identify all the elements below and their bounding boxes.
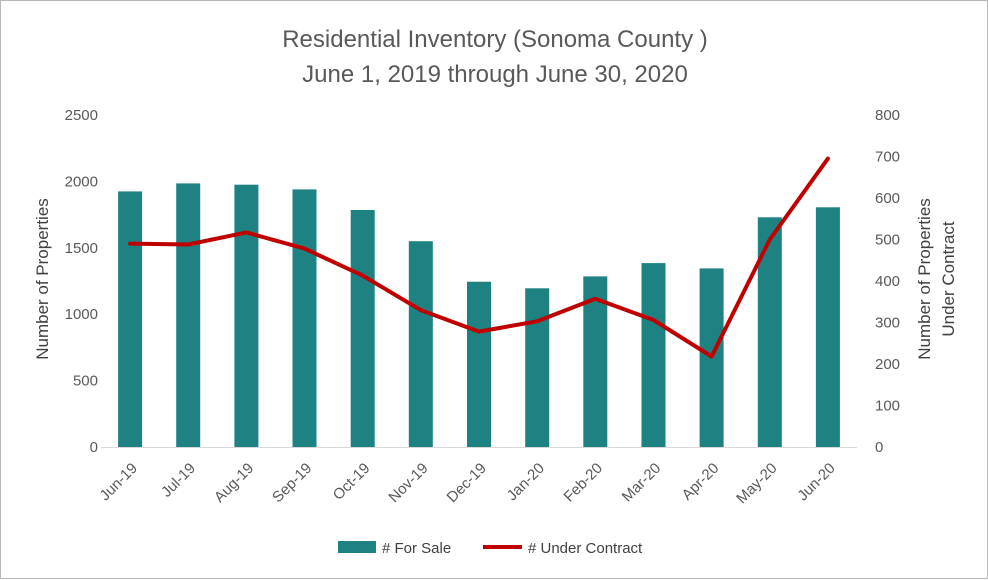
- bar-for-sale-May-20: [757, 217, 782, 447]
- bar-for-sale-Oct-19: [350, 210, 375, 447]
- bar-for-sale-Jun-20: [815, 207, 840, 447]
- y-tick-label: 2000: [65, 173, 98, 190]
- y-tick-label: 1000: [65, 306, 98, 323]
- x-tick-label: Sep-19: [269, 460, 315, 506]
- x-tick-label: Aug-19: [211, 460, 257, 506]
- x-tick-label: Dec-19: [444, 460, 490, 506]
- y-tick-label: 1500: [65, 240, 98, 257]
- y2-axis-label-line-2: Under Contract: [939, 221, 958, 337]
- legend-swatch-for-sale: [338, 541, 376, 553]
- x-tick-label: Nov-19: [385, 460, 431, 506]
- legend-label-under-contract: # Under Contract: [528, 540, 643, 557]
- y2-tick-label: 0: [875, 439, 883, 456]
- y2-tick-label: 600: [875, 190, 900, 207]
- y-axis-label: Number of Properties: [33, 198, 52, 360]
- bar-for-sale-Feb-20: [583, 276, 608, 447]
- y-tick-label: 2500: [65, 107, 98, 124]
- y2-axis-label-line-1: Number of Properties: [915, 198, 934, 360]
- y-tick-label: 0: [90, 439, 98, 456]
- bar-for-sale-Aug-19: [234, 184, 259, 447]
- x-axis-ticks: Jun-19 Jul-19 Aug-19 Sep-19 Oct-19 Nov-19 Dec-…: [96, 460, 838, 507]
- y2-tick-label: 400: [875, 273, 900, 290]
- bar-for-sale-Nov-19: [408, 241, 433, 447]
- x-tick-label: Jun-19: [96, 460, 140, 504]
- chart-title: Residential Inventory (Sonoma County ): [282, 26, 708, 53]
- x-tick-label: May-20: [733, 460, 780, 507]
- y-axis-ticks: 0 500 1000 1500 2000 2500: [65, 107, 98, 456]
- y2-axis-ticks: 0 100 200 300 400 500 600 700 800: [875, 107, 900, 456]
- y-tick-label: 500: [73, 373, 98, 390]
- x-tick-label: Feb-20: [560, 460, 606, 506]
- y2-tick-label: 300: [875, 315, 900, 332]
- bar-for-sale-Jun-19: [118, 191, 143, 447]
- y2-tick-label: 100: [875, 398, 900, 415]
- x-tick-label: Jun-20: [794, 460, 838, 504]
- line-group: [128, 156, 830, 359]
- bars-group: [118, 183, 840, 447]
- bar-for-sale-Dec-19: [467, 281, 491, 447]
- y2-tick-label: 700: [875, 149, 900, 166]
- line-under-contract: [128, 156, 830, 359]
- bar-for-sale-Jan-20: [525, 288, 550, 447]
- x-tick-label: Apr-20: [679, 460, 723, 504]
- legend: # For Sale # Under Contract: [338, 540, 643, 557]
- x-tick-label: Mar-20: [619, 460, 665, 506]
- y2-tick-label: 200: [875, 356, 900, 373]
- y2-tick-label: 800: [875, 107, 900, 124]
- legend-label-for-sale: # For Sale: [382, 540, 451, 557]
- x-tick-label: Jan-20: [504, 460, 548, 504]
- chart-subtitle: June 1, 2019 through June 30, 2020: [302, 61, 688, 88]
- x-tick-label: Jul-19: [158, 460, 199, 501]
- bar-for-sale-Mar-20: [641, 263, 666, 447]
- x-tick-label: Oct-19: [330, 460, 374, 504]
- bar-for-sale-Sep-19: [292, 189, 317, 447]
- bar-for-sale-Jul-19: [176, 183, 201, 447]
- y2-tick-label: 500: [875, 232, 900, 249]
